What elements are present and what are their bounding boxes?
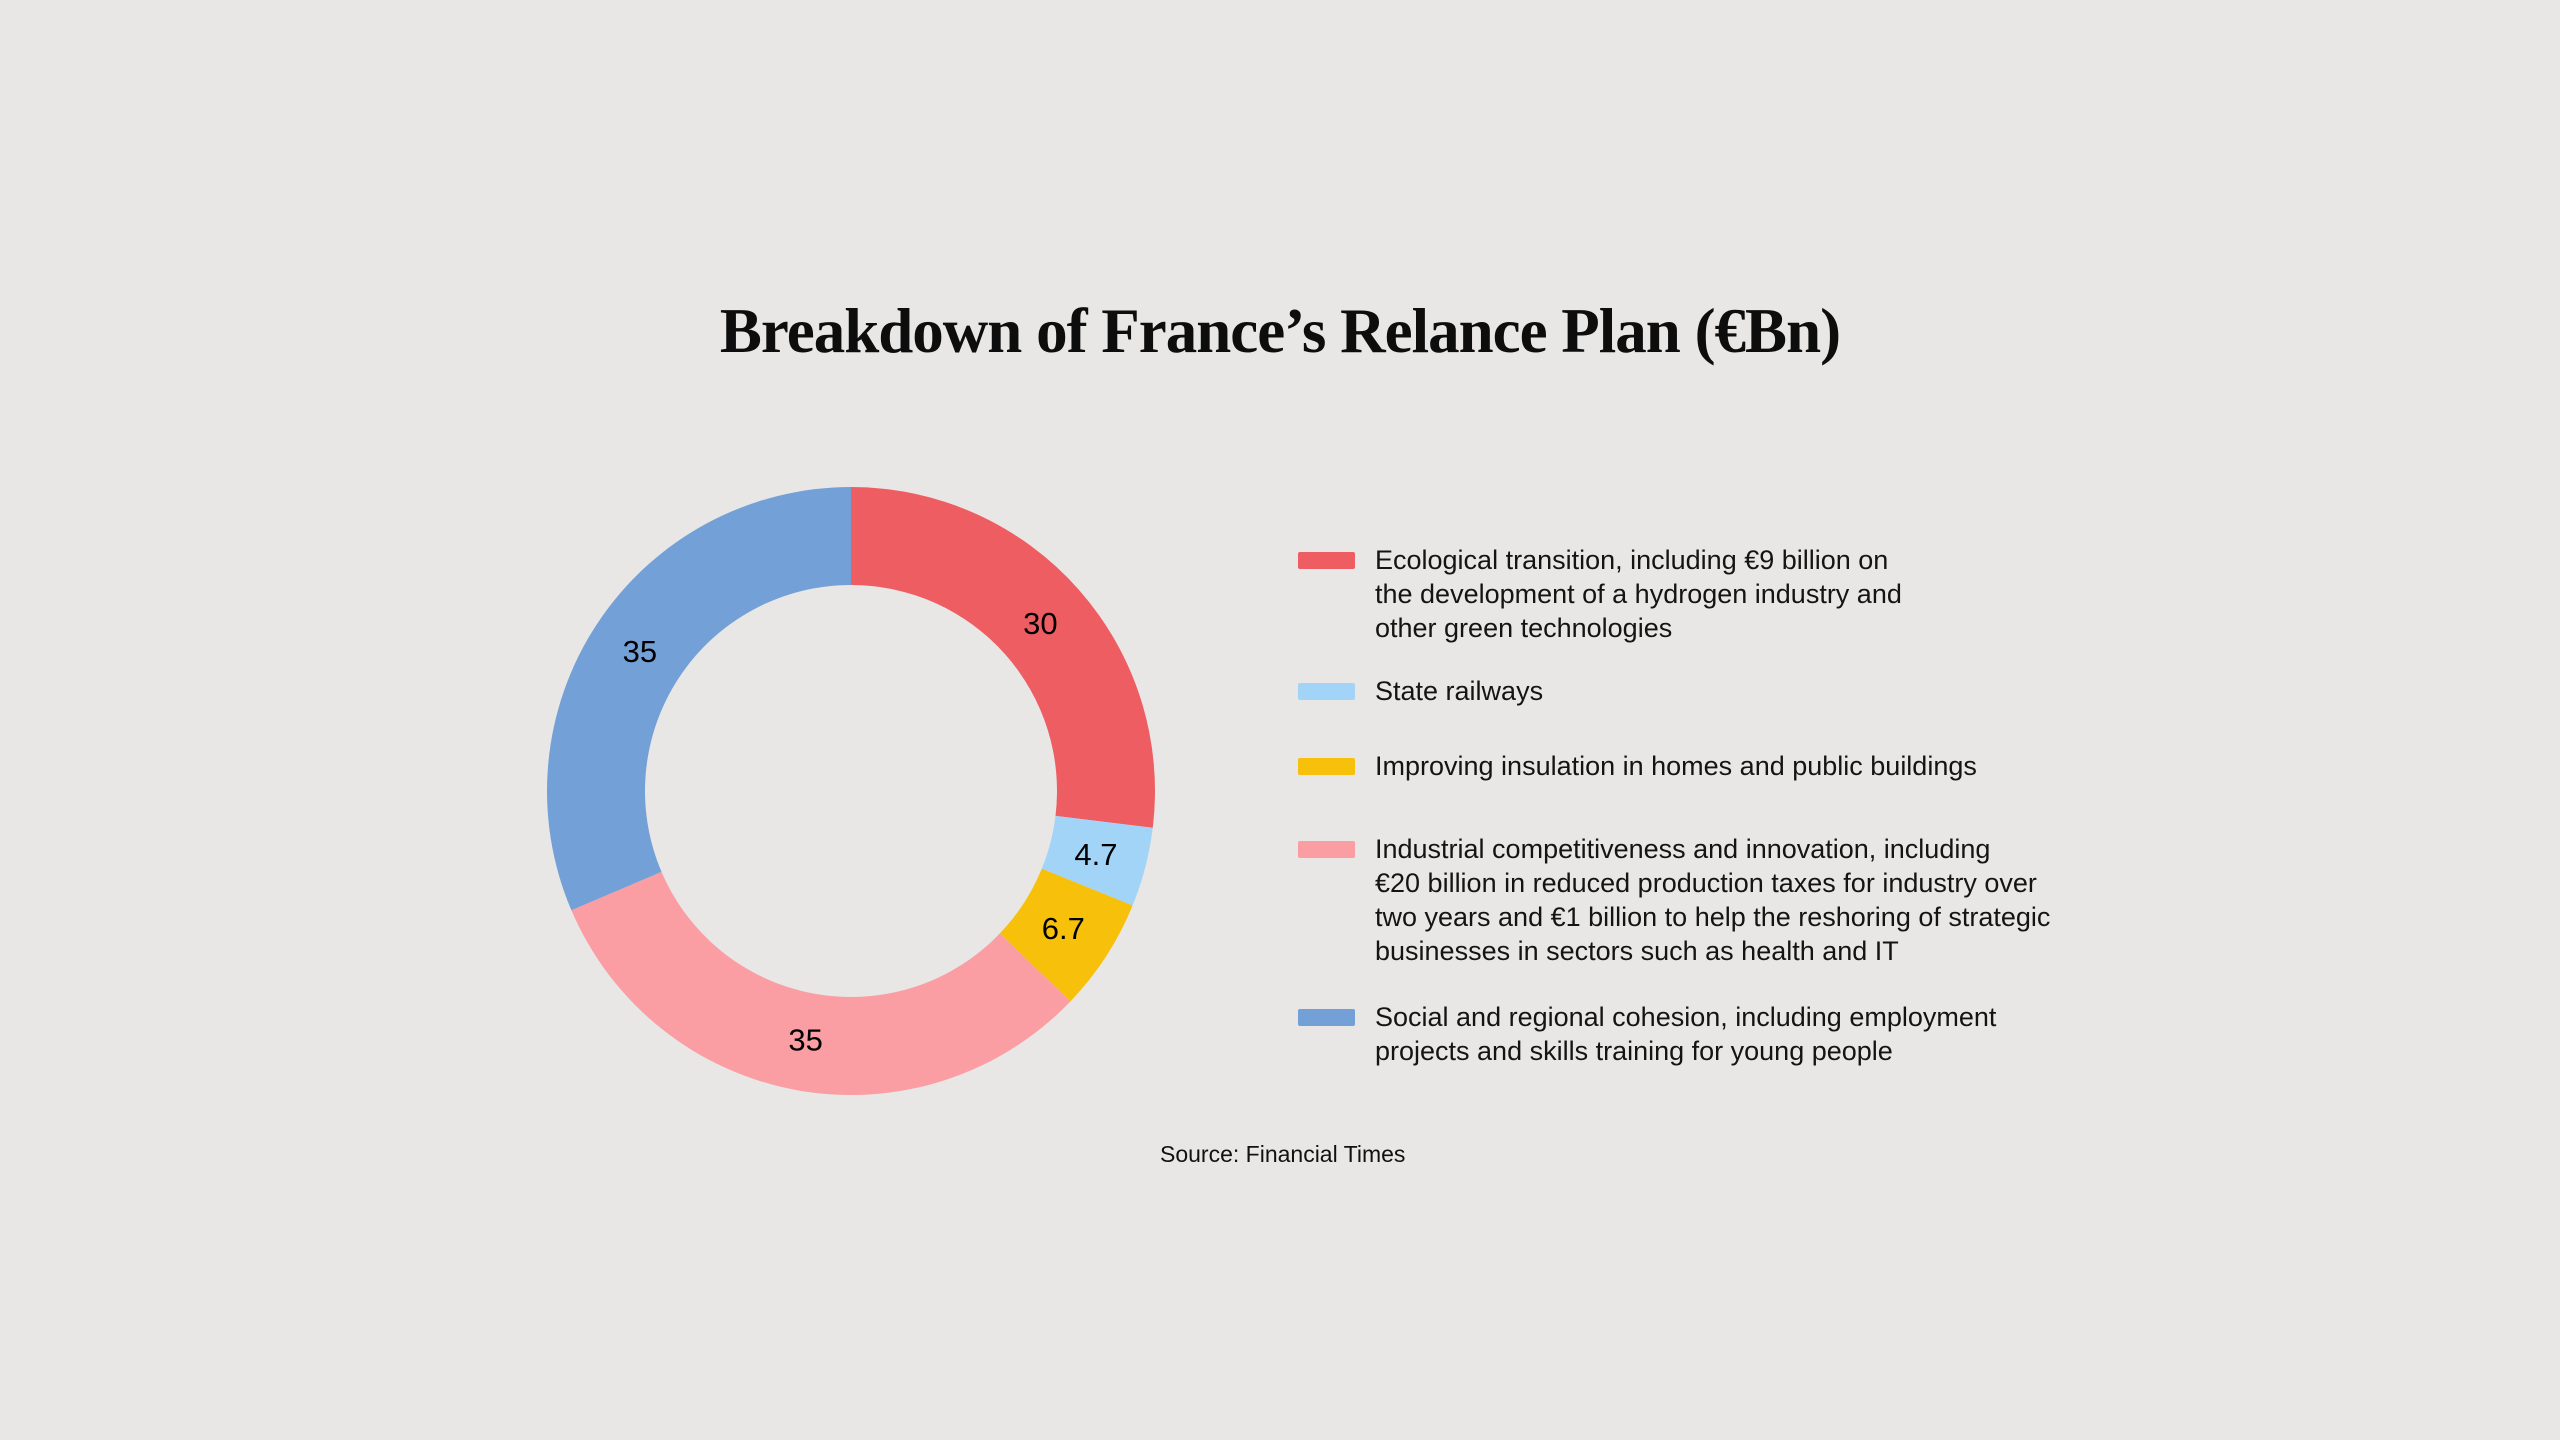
legend-swatch-gold <box>1298 758 1355 775</box>
legend-swatch-pink <box>1298 841 1355 858</box>
legend-item-ecological-transition: Ecological transition, including €9 bill… <box>1298 543 1902 645</box>
donut-slice <box>547 487 851 911</box>
slice-value-label: 6.7 <box>1042 911 1085 946</box>
legend-label: Social and regional cohesion, including … <box>1375 1002 1997 1066</box>
legend-label: Ecological transition, including €9 bill… <box>1375 545 1902 643</box>
slice-value-label: 35 <box>788 1022 822 1057</box>
slice-value-label: 4.7 <box>1074 837 1117 872</box>
legend-label: Improving insulation in homes and public… <box>1375 751 1977 781</box>
slice-value-label: 35 <box>623 634 657 669</box>
donut-slice <box>999 868 1133 1002</box>
legend-swatch-light-blue <box>1298 683 1355 700</box>
donut-slice <box>1041 815 1153 906</box>
source-note: Source: Financial Times <box>1160 1141 1406 1167</box>
legend-label: Industrial competitiveness and innovatio… <box>1375 834 2051 966</box>
legend-swatch-blue <box>1298 1009 1355 1026</box>
slice-value-label: 30 <box>1023 606 1057 641</box>
legend-item-insulation: Improving insulation in homes and public… <box>1298 749 1977 783</box>
donut-slice <box>851 487 1156 828</box>
donut-slice <box>571 871 1071 1096</box>
legend-item-social-cohesion: Social and regional cohesion, including … <box>1298 1000 1996 1068</box>
legend-swatch-red <box>1298 552 1355 569</box>
legend-label: State railways <box>1375 676 1544 706</box>
donut-chart: 30 4.7 6.7 35 35 <box>547 487 1156 1096</box>
chart-title: Breakdown of France’s Relance Plan (€Bn) <box>719 296 1841 366</box>
legend-item-state-railways: State railways <box>1298 674 1543 708</box>
legend-item-industrial-competitiveness: Industrial competitiveness and innovatio… <box>1298 832 2050 968</box>
